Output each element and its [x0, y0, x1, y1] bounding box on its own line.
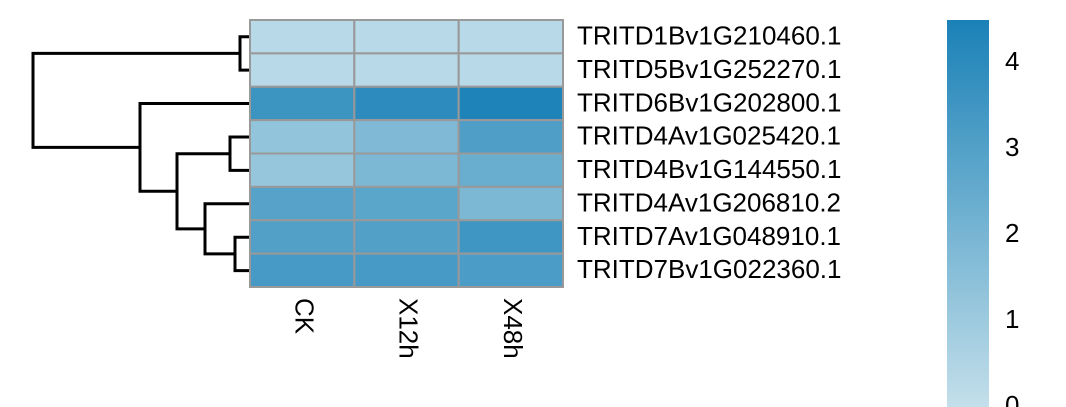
row-label: TRITD4Av1G206810.2: [577, 187, 841, 217]
heatmap-cell: [353, 52, 460, 88]
heatmap-cell: [353, 19, 460, 55]
heatmap-cell: [457, 185, 564, 222]
row-label: TRITD1Bv1G210460.1: [577, 21, 841, 51]
colorbar-tick-label: 4: [1005, 46, 1019, 76]
colorbar-tick-label: 1: [1005, 304, 1019, 334]
heatmap-cell: [457, 252, 564, 288]
row-label: TRITD7Bv1G022360.1: [577, 254, 841, 284]
colorbar: [947, 20, 989, 407]
heatmap-cell: [457, 85, 564, 122]
row-label: TRITD6Bv1G202800.1: [577, 87, 841, 117]
colorbar-tick-label: 0: [1005, 390, 1019, 407]
heatmap-cell: [249, 252, 356, 288]
heatmap-cell: [353, 119, 460, 155]
heatmap-cell: [249, 52, 356, 88]
colorbar-tick-label: 2: [1005, 218, 1019, 248]
heatmap-cell: [249, 152, 356, 188]
heatmap-cell: [353, 152, 460, 188]
heatmap-cell: [457, 152, 564, 188]
heatmap-cell: [249, 85, 356, 122]
heatmap-cell: [457, 19, 564, 55]
heatmap-cell: [353, 85, 460, 122]
heatmap-cell: [249, 219, 356, 255]
heatmap-cell: [249, 19, 356, 55]
row-label: TRITD4Bv1G144550.1: [577, 154, 841, 184]
heatmap-cell: [457, 119, 564, 155]
row-label: TRITD4Av1G025420.1: [577, 121, 841, 151]
heatmap-border: [249, 19, 564, 288]
row-label: TRITD5Bv1G252270.1: [577, 54, 841, 84]
heatmap-cell: [457, 219, 564, 255]
heatmap-cell: [457, 52, 564, 88]
column-label: X48h: [498, 298, 528, 359]
heatmap-cell: [249, 185, 356, 222]
heatmap-cell: [353, 252, 460, 288]
column-label: X12h: [394, 298, 424, 359]
heatmap-cell: [353, 219, 460, 255]
column-label: CK: [289, 298, 319, 335]
heatmap-cell: [353, 185, 460, 222]
heatmap-cell: [249, 119, 356, 155]
row-label: TRITD7Av1G048910.1: [577, 221, 841, 251]
colorbar-tick-label: 3: [1005, 132, 1019, 162]
dendrogram: [31, 35, 250, 273]
